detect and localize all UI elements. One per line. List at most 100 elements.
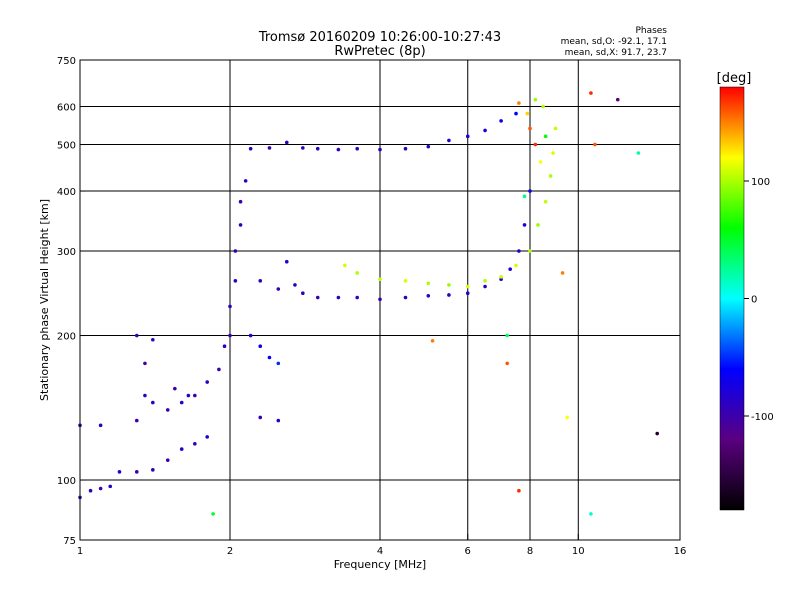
colorbar (719, 86, 745, 511)
data-point (447, 283, 451, 287)
data-point (258, 279, 263, 283)
colorbar-tick-label: 0 (751, 295, 757, 306)
data-point (315, 146, 320, 151)
data-point (505, 361, 509, 366)
y-tick-label: 400 (57, 187, 76, 198)
y-tick-label: 200 (57, 332, 76, 343)
data-point (483, 284, 487, 289)
x-axis-ticks: 1 2 4 6 8 10 16 (77, 534, 686, 557)
colorbar-tick-label: -100 (751, 412, 774, 423)
data-point (528, 249, 532, 253)
data-point (378, 147, 382, 152)
data-point (533, 97, 538, 102)
data-point (336, 295, 341, 300)
x-tick-label: 1 (77, 546, 83, 557)
chart-title: Tromsø 20160209 10:26:00-10:27:43 (258, 30, 501, 45)
y-tick-label: 500 (57, 141, 76, 152)
colorbar-ticks: 100 0 -100 (744, 177, 774, 423)
data-point (522, 223, 527, 227)
chart-subtitle: RwPretec (8p) (334, 44, 425, 59)
data-point (243, 179, 248, 183)
data-point (211, 512, 215, 516)
data-point (193, 393, 197, 398)
y-tick-label: 750 (57, 56, 76, 67)
data-point (426, 281, 431, 286)
data-point (258, 415, 263, 420)
data-point (336, 147, 341, 152)
data-point (426, 293, 431, 298)
data-point (589, 91, 593, 95)
x-axis-label: Frequency [MHz] (334, 558, 426, 571)
data-point (548, 174, 553, 178)
data-point (593, 142, 597, 147)
data-point (541, 104, 545, 109)
data-point (88, 488, 93, 493)
data-point (355, 295, 359, 300)
y-axis-ticks: 75 100 200 300 400 500 600 750 (57, 56, 86, 547)
data-point (483, 279, 487, 283)
data-point (589, 512, 593, 516)
data-point (98, 423, 103, 428)
data-point (528, 189, 532, 193)
data-point (284, 140, 289, 145)
data-point (293, 283, 297, 287)
data-point (655, 431, 659, 436)
data-point (465, 291, 470, 296)
data-point (179, 447, 184, 451)
data-point (143, 393, 147, 398)
data-point (403, 146, 408, 151)
data-point (238, 223, 243, 227)
data-point (151, 468, 155, 472)
data-point (284, 259, 289, 264)
data-point (343, 263, 347, 268)
data-point (205, 435, 209, 439)
data-point (505, 333, 509, 338)
data-point (179, 400, 184, 405)
data-point (315, 295, 320, 300)
data-point (517, 488, 521, 493)
data-point (636, 151, 641, 155)
data-point (228, 333, 232, 338)
data-point (543, 199, 548, 204)
x-tick-label: 2 (227, 546, 233, 557)
data-point (522, 194, 527, 199)
data-point (517, 249, 521, 253)
data-point (165, 408, 170, 412)
data-point (508, 267, 512, 271)
data-point (517, 101, 521, 105)
y-tick-label: 600 (57, 103, 76, 114)
data-point (615, 97, 620, 102)
data-point (483, 128, 487, 133)
data-point (117, 470, 122, 474)
data-point (173, 386, 177, 391)
data-points (78, 91, 659, 516)
data-point (565, 415, 569, 420)
data-point (533, 142, 538, 147)
data-point (228, 304, 232, 309)
data-point (222, 344, 227, 349)
data-point (378, 297, 382, 302)
x-tick-label: 8 (527, 546, 533, 557)
data-point (525, 111, 530, 116)
data-point (378, 277, 382, 282)
stats-o-line: mean, sd,O: -92.1, 17.1 (561, 37, 667, 47)
data-point (560, 271, 565, 275)
data-point (267, 146, 272, 150)
data-point (108, 484, 113, 489)
grid-lines (80, 60, 680, 540)
data-point (233, 279, 238, 283)
colorbar-label: [deg] (717, 71, 752, 86)
data-point (403, 279, 408, 283)
data-point (536, 223, 540, 227)
data-point (276, 418, 281, 423)
data-point (551, 151, 555, 155)
y-tick-label: 300 (57, 247, 76, 258)
data-point (447, 138, 451, 143)
data-point (553, 126, 558, 131)
data-point (355, 146, 359, 151)
data-point (248, 146, 253, 151)
data-point (134, 333, 139, 338)
data-point (465, 284, 470, 289)
data-point (465, 134, 470, 139)
